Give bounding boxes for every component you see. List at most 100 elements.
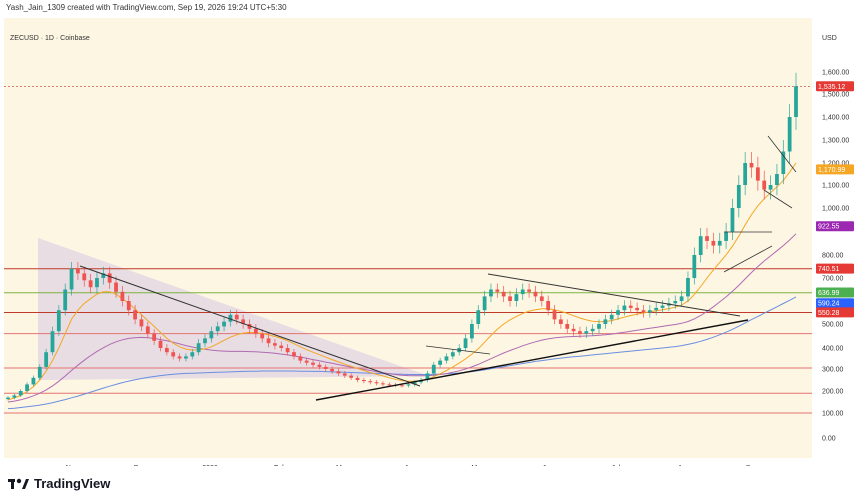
x-tick-label: Jul xyxy=(612,465,621,466)
y-tick-label: 400.00 xyxy=(822,346,844,353)
candle-body xyxy=(406,384,411,386)
candle-body xyxy=(647,310,652,313)
x-tick-label: Apr xyxy=(405,465,417,466)
y-tick-label: 300.00 xyxy=(822,367,844,374)
candle-body xyxy=(76,268,80,274)
candle-body xyxy=(387,384,392,386)
brand-name: TradingView xyxy=(34,475,111,491)
pennant-upper-line xyxy=(767,135,797,173)
candle-body xyxy=(6,397,10,400)
candle-body xyxy=(177,356,182,359)
candle-body xyxy=(431,364,436,374)
candle-body xyxy=(584,331,589,334)
candle-body xyxy=(234,314,239,320)
candle-body xyxy=(762,180,767,190)
candle-body xyxy=(292,352,296,357)
price-tag-0 xyxy=(816,81,854,92)
candle-body xyxy=(241,319,246,324)
chart-frame[interactable]: 1,600.00 1,500.00 1,400.00 1,300.00 1,200.00… xyxy=(0,14,860,466)
candle-body xyxy=(145,326,150,334)
x-tick-label: Aug xyxy=(678,465,691,466)
price-chart[interactable]: 1,600.00 1,500.00 1,400.00 1,300.00 1,200.00… xyxy=(0,14,860,466)
candle-body xyxy=(724,231,728,241)
price-tag-2 xyxy=(816,221,854,232)
candle-body xyxy=(101,273,106,278)
candle-body xyxy=(571,328,576,332)
descending-trendline xyxy=(79,265,421,387)
x-tick-label: Sep xyxy=(746,465,759,466)
candle-body xyxy=(247,324,252,329)
candle-body xyxy=(139,319,144,327)
candle-body xyxy=(558,319,563,324)
candle-body xyxy=(107,273,112,283)
candle-body xyxy=(215,326,220,332)
price-tag-label: 1,535.12 xyxy=(818,84,845,91)
y-tick-label: 100.00 xyxy=(822,411,844,418)
price-axis[interactable] xyxy=(812,18,858,458)
candle-body xyxy=(616,310,620,315)
candle-body xyxy=(660,305,665,308)
candle-body xyxy=(330,369,334,372)
candle-body xyxy=(495,289,500,292)
tradingview-logo-icon xyxy=(8,478,29,489)
candle-body xyxy=(120,291,125,301)
candle-body xyxy=(355,377,360,380)
price-tag-3 xyxy=(816,263,854,274)
candle-body xyxy=(603,319,608,324)
y-tick-label: 1,000.00 xyxy=(822,206,849,213)
candle-body xyxy=(508,296,512,301)
candle-body xyxy=(50,331,55,353)
y-tick-label: 1,600.00 xyxy=(822,70,849,77)
x-tick-label: Jun xyxy=(542,465,553,466)
symbol-label: ZECUSD · 1D · Coinbase xyxy=(10,35,90,42)
candle-body xyxy=(743,163,748,185)
y-tick-label: 700.00 xyxy=(822,276,844,283)
candle-body xyxy=(63,289,68,311)
ascending-trendline xyxy=(315,319,749,401)
candle-body xyxy=(361,380,366,382)
candle-body xyxy=(317,364,322,367)
candle-body xyxy=(203,338,207,344)
candle-body xyxy=(654,307,659,311)
candle-body xyxy=(374,382,379,384)
x-tick-label: Dec xyxy=(134,465,147,466)
candle-body xyxy=(425,373,430,380)
candle-body xyxy=(438,360,443,365)
candle-body xyxy=(56,310,61,332)
candle-body xyxy=(25,384,29,391)
candle-body xyxy=(749,163,754,168)
currency-label: USD xyxy=(822,35,837,42)
candle-body xyxy=(781,151,786,174)
candle-body xyxy=(736,185,741,208)
candle-body xyxy=(470,324,474,339)
y-tick-label: 500.00 xyxy=(822,322,844,329)
candle-body xyxy=(527,289,531,292)
candle-body xyxy=(304,360,309,363)
price-tag-label: 740.51 xyxy=(818,266,840,273)
y-tick-label: 1,200.00 xyxy=(822,161,849,168)
candle-body xyxy=(44,352,49,367)
price-tag-label: 922.55 xyxy=(818,224,840,231)
candle-body xyxy=(590,328,595,332)
price-tag-label: 636.99 xyxy=(818,290,840,297)
candle-body xyxy=(273,343,277,346)
candle-body xyxy=(711,240,716,246)
candle-body xyxy=(597,324,601,329)
candle-body xyxy=(222,321,226,327)
flag-bottom-line xyxy=(723,245,773,273)
candle-body xyxy=(18,391,23,396)
candle-body xyxy=(133,310,137,320)
candle-body xyxy=(126,301,131,311)
candle-body xyxy=(336,371,341,374)
candle-body xyxy=(501,291,506,297)
candle-body xyxy=(679,296,684,301)
price-tag-label: 550.28 xyxy=(818,310,840,317)
candle-body xyxy=(342,373,347,376)
candle-body xyxy=(209,331,214,339)
candle-body xyxy=(539,296,544,301)
candle-body xyxy=(349,375,354,378)
y-tick-label: 1,500.00 xyxy=(822,92,849,99)
candle-body xyxy=(622,305,627,311)
candle-body xyxy=(578,331,582,334)
upper-trendline xyxy=(487,273,741,317)
